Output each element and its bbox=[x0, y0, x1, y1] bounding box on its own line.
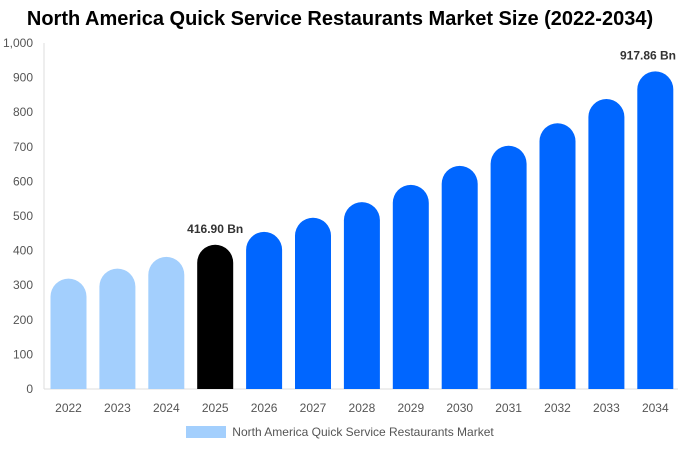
x-tick-label: 2024 bbox=[153, 401, 180, 415]
x-tick-label: 2031 bbox=[495, 401, 522, 415]
data-label-2025: 416.90 Bn bbox=[187, 222, 243, 236]
x-tick-label: 2023 bbox=[104, 401, 131, 415]
bar-2031 bbox=[490, 145, 527, 389]
y-tick-label: 100 bbox=[13, 347, 33, 361]
bar-2023 bbox=[99, 268, 136, 389]
bar-2030 bbox=[441, 165, 478, 389]
x-tick-label: 2022 bbox=[55, 401, 82, 415]
y-tick-label: 600 bbox=[13, 174, 33, 188]
bar-2025 bbox=[197, 244, 234, 389]
bar-2034 bbox=[637, 71, 674, 390]
y-tick-label: 300 bbox=[13, 278, 33, 292]
data-label-2034: 917.86 Bn bbox=[620, 48, 676, 62]
bar-2026 bbox=[246, 231, 283, 389]
y-tick-label: 1,000 bbox=[3, 36, 33, 50]
x-tick-label: 2030 bbox=[446, 401, 473, 415]
bar-2029 bbox=[392, 184, 429, 389]
x-tick-label: 2029 bbox=[397, 401, 424, 415]
legend: North America Quick Service Restaurants … bbox=[0, 425, 680, 439]
y-tick-label: 200 bbox=[13, 313, 33, 327]
x-tick-label: 2032 bbox=[544, 401, 571, 415]
legend-label: North America Quick Service Restaurants … bbox=[232, 425, 494, 439]
legend-swatch bbox=[186, 426, 227, 438]
x-tick-label: 2033 bbox=[593, 401, 620, 415]
y-tick-label: 500 bbox=[13, 209, 33, 223]
x-tick-label: 2034 bbox=[642, 401, 669, 415]
x-tick-label: 2028 bbox=[349, 401, 376, 415]
bar-2032 bbox=[539, 123, 576, 389]
y-tick-label: 400 bbox=[13, 244, 33, 258]
chart-title: North America Quick Service Restaurants … bbox=[26, 8, 654, 30]
y-tick-label: 0 bbox=[26, 382, 33, 396]
x-tick-label: 2025 bbox=[202, 401, 229, 415]
y-tick-label: 900 bbox=[13, 71, 33, 85]
x-tick-label: 2026 bbox=[251, 401, 278, 415]
bar-2024 bbox=[148, 256, 185, 389]
bar-2027 bbox=[295, 217, 331, 389]
bar-2028 bbox=[343, 202, 380, 389]
bar-2033 bbox=[588, 99, 625, 389]
bar-2022 bbox=[50, 278, 87, 389]
y-tick-label: 800 bbox=[13, 105, 33, 119]
y-tick-label: 700 bbox=[13, 140, 33, 154]
x-tick-label: 2027 bbox=[300, 401, 327, 415]
